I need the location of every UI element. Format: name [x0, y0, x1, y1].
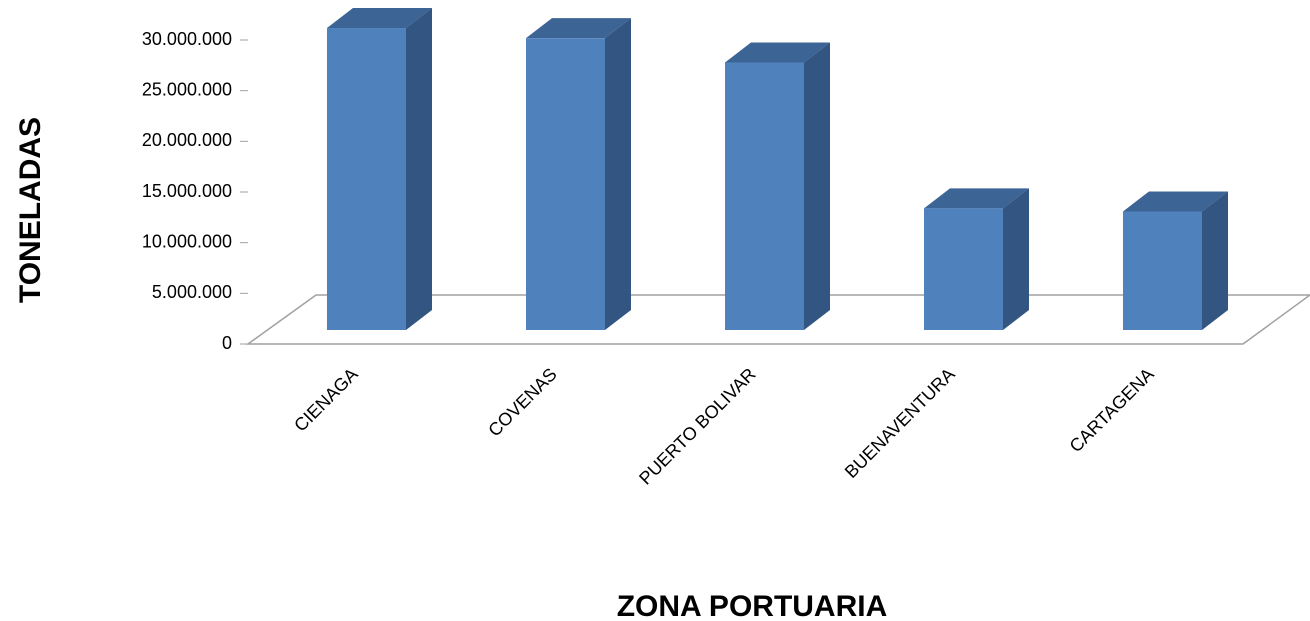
x-tick-label: CARTAGENA [1066, 364, 1158, 456]
y-tick-label: 15.000.000 [142, 181, 232, 201]
bar-side [406, 8, 432, 330]
x-axis-title: ZONA PORTUARIA [617, 590, 888, 621]
bar [526, 38, 605, 330]
bar [725, 62, 804, 330]
y-tick-label: 30.000.000 [142, 29, 232, 49]
bar [327, 28, 406, 330]
floor [245, 294, 1310, 345]
y-tick-label: 5.000.000 [152, 282, 232, 302]
bar-top [924, 188, 1029, 209]
bar-side [1003, 188, 1029, 330]
x-tick-label: BUENAVENTURA [841, 364, 959, 482]
y-tick-label: 25.000.000 [142, 79, 232, 99]
x-tick-label: COVENAS [484, 364, 560, 440]
bar-side [1202, 191, 1228, 330]
y-axis-title: TONELADAS [14, 117, 47, 303]
bar-side [804, 42, 830, 330]
bar-top [725, 42, 830, 63]
bar [1123, 211, 1202, 330]
x-tick-label: CIENAGA [290, 364, 361, 435]
y-tick-label: 20.000.000 [142, 130, 232, 150]
y-tick-label: 0 [222, 333, 232, 353]
x-tick-label: PUERTO BOLIVAR [635, 364, 759, 488]
bar-top [327, 8, 432, 29]
bar-top [526, 18, 631, 39]
bar-top [1123, 191, 1228, 212]
y-tick-label: 10.000.000 [142, 231, 232, 251]
bar-side [605, 18, 631, 330]
bar [924, 208, 1003, 330]
